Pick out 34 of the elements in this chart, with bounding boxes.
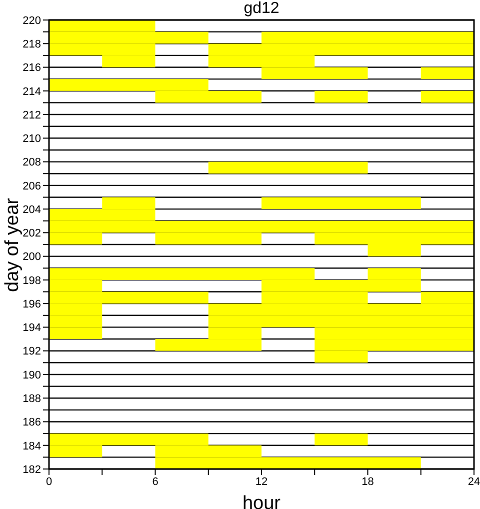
x-tick-label: 24 bbox=[468, 476, 480, 488]
y-tick-label: 188 bbox=[22, 393, 41, 406]
bar bbox=[314, 90, 368, 103]
bar bbox=[262, 197, 421, 210]
x-tick-label: 12 bbox=[255, 476, 268, 488]
y-tick-label: 196 bbox=[22, 298, 41, 310]
y-tick-label: 210 bbox=[22, 133, 41, 146]
y-tick-label: 186 bbox=[22, 416, 41, 429]
y-tick-label: 200 bbox=[22, 251, 41, 264]
y-tick-label: 194 bbox=[22, 322, 41, 334]
x-axis-title: hour bbox=[242, 493, 282, 509]
y-axis-title: day of year bbox=[2, 198, 23, 292]
y-tick-label: 220 bbox=[22, 14, 41, 27]
y-tick-label: 190 bbox=[22, 369, 41, 382]
y-tick-label: 212 bbox=[22, 109, 41, 122]
bar bbox=[420, 90, 474, 103]
bar bbox=[420, 67, 474, 80]
chart-title: gd12 bbox=[242, 0, 280, 18]
y-tick-label: 206 bbox=[22, 180, 41, 192]
bar bbox=[314, 434, 368, 446]
y-tick-label: 208 bbox=[22, 156, 41, 169]
y-tick-label: 204 bbox=[22, 204, 41, 216]
x-tick-label: 0 bbox=[46, 476, 52, 488]
y-tick-label: 182 bbox=[22, 464, 41, 476]
x-tick-label: 6 bbox=[152, 476, 158, 488]
y-tick-label: 218 bbox=[22, 38, 41, 51]
y-tick-label: 198 bbox=[22, 274, 41, 287]
y-tick-label: 202 bbox=[22, 228, 41, 240]
y-tick-label: 192 bbox=[22, 346, 41, 358]
y-tick-label: 214 bbox=[22, 86, 41, 98]
bar bbox=[208, 162, 368, 174]
y-tick-label: 216 bbox=[22, 62, 41, 74]
x-tick-label: 18 bbox=[362, 476, 374, 488]
y-tick-label: 184 bbox=[22, 440, 41, 452]
